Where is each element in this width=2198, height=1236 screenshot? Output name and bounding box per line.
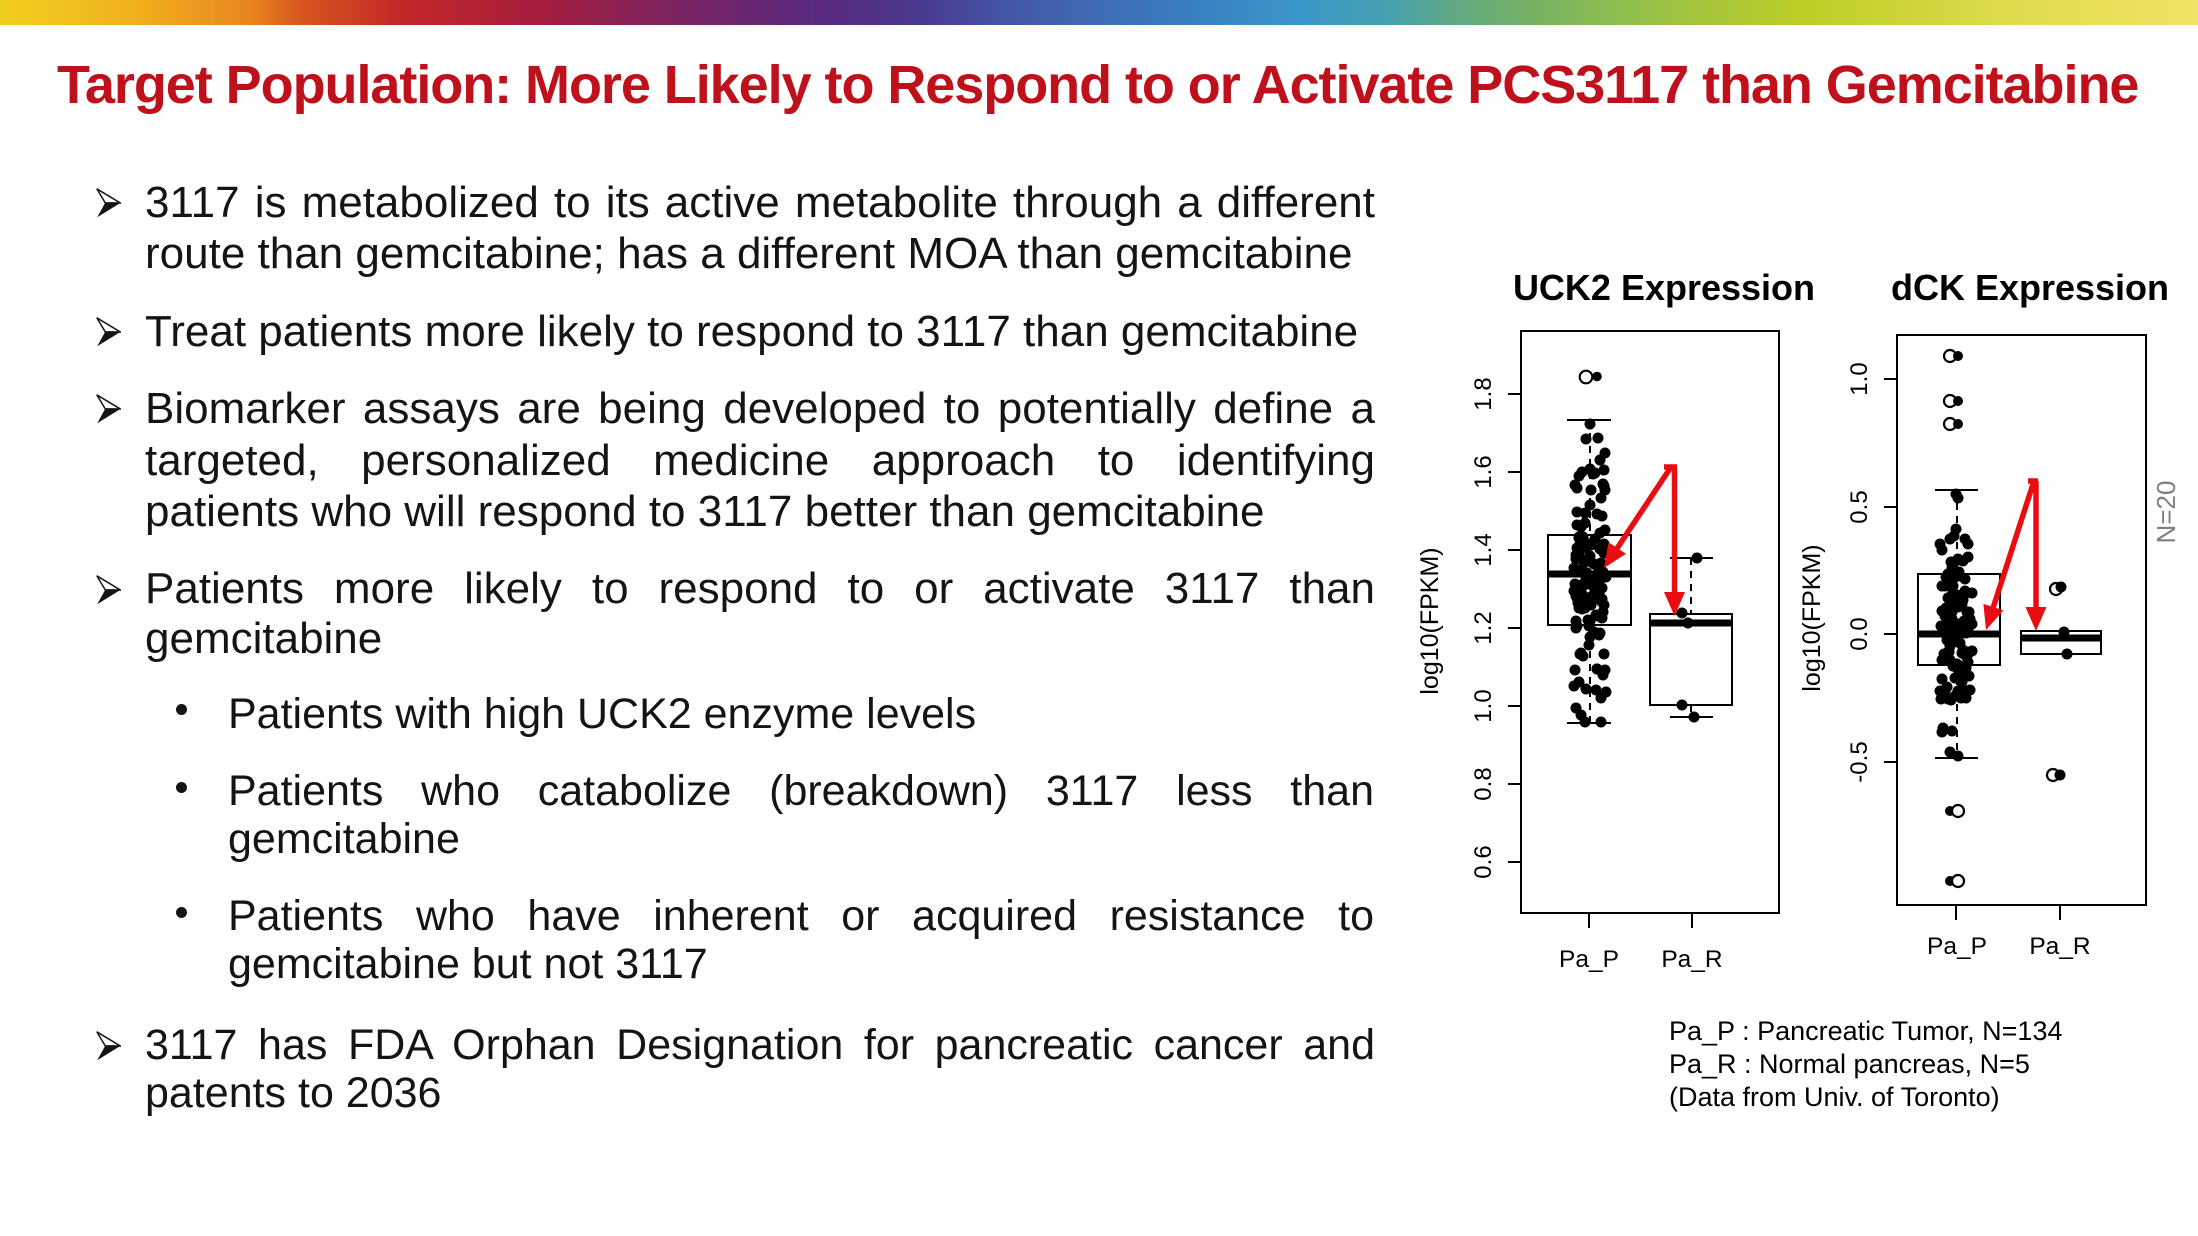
svg-text:0.5: 0.5: [1846, 490, 1873, 523]
svg-text:1.4: 1.4: [1470, 533, 1497, 566]
svg-text:Pa_P : Pancreatic Tumor, N=134: Pa_P : Pancreatic Tumor, N=134: [1669, 1016, 2062, 1046]
svg-text:1.8: 1.8: [1470, 377, 1497, 410]
svg-text:0.8: 0.8: [1470, 767, 1497, 800]
svg-text:UCK2 Expression: UCK2 Expression: [1513, 267, 1815, 308]
svg-text:Pa_R: Pa_R: [2029, 933, 2090, 960]
svg-text:dCK Expression: dCK Expression: [1891, 267, 2169, 308]
svg-text:Pa_R : Normal pancreas, N=5: Pa_R : Normal pancreas, N=5: [1669, 1049, 2030, 1079]
svg-text:N=20: N=20: [2151, 481, 2181, 544]
svg-text:1.2: 1.2: [1470, 611, 1497, 644]
svg-text:log10(FPKM): log10(FPKM): [1416, 547, 1444, 694]
svg-text:0.6: 0.6: [1470, 845, 1497, 878]
svg-text:(Data from Univ. of Toronto): (Data from Univ. of Toronto): [1669, 1082, 2000, 1112]
svg-text:Pa_P: Pa_P: [1559, 946, 1619, 973]
svg-text:-0.5: -0.5: [1846, 741, 1873, 782]
svg-text:Pa_P: Pa_P: [1927, 933, 1987, 960]
svg-text:1.0: 1.0: [1846, 362, 1873, 395]
svg-text:Pa_R: Pa_R: [1661, 946, 1722, 973]
svg-text:1.6: 1.6: [1470, 455, 1497, 488]
svg-text:1.0: 1.0: [1470, 689, 1497, 722]
svg-text:log10(FPKM): log10(FPKM): [1798, 544, 1826, 691]
svg-text:0.0: 0.0: [1846, 617, 1873, 650]
